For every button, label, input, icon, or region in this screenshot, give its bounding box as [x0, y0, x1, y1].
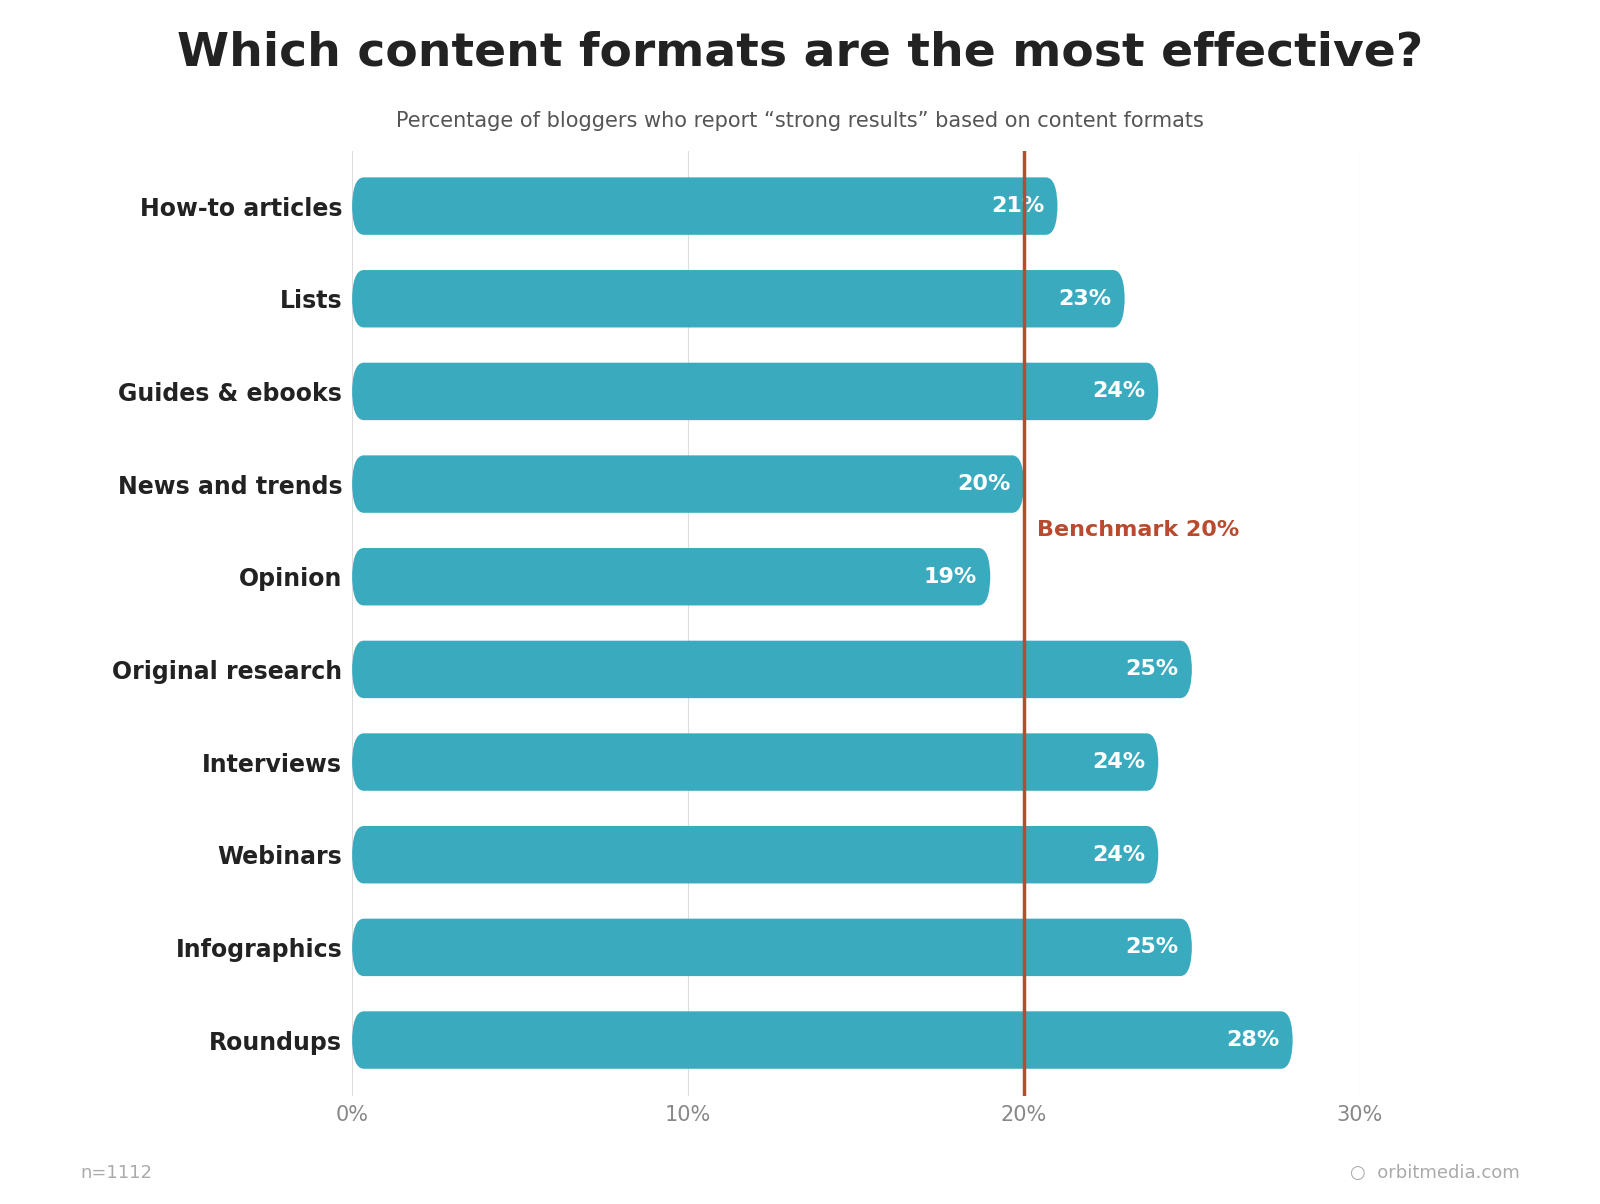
FancyBboxPatch shape — [352, 641, 1192, 698]
FancyBboxPatch shape — [352, 733, 1158, 791]
Text: Percentage of bloggers who report “strong results” based on content formats: Percentage of bloggers who report “stron… — [397, 111, 1203, 131]
Text: 24%: 24% — [1091, 382, 1146, 401]
Text: 28%: 28% — [1226, 1031, 1280, 1050]
FancyBboxPatch shape — [352, 826, 1158, 884]
Text: 23%: 23% — [1058, 289, 1112, 308]
FancyBboxPatch shape — [352, 455, 1024, 513]
FancyBboxPatch shape — [352, 1011, 1293, 1069]
Text: n=1112: n=1112 — [80, 1164, 152, 1182]
FancyBboxPatch shape — [352, 177, 1058, 235]
FancyBboxPatch shape — [352, 362, 1158, 420]
Text: ○  orbitmedia.com: ○ orbitmedia.com — [1350, 1164, 1520, 1182]
Text: 19%: 19% — [923, 567, 978, 586]
Text: 21%: 21% — [990, 196, 1045, 216]
Text: Which content formats are the most effective?: Which content formats are the most effec… — [178, 30, 1422, 75]
FancyBboxPatch shape — [352, 548, 990, 606]
FancyBboxPatch shape — [352, 919, 1192, 976]
Text: 24%: 24% — [1091, 845, 1146, 864]
Text: 25%: 25% — [1125, 660, 1179, 679]
Text: 20%: 20% — [957, 474, 1011, 494]
Text: 25%: 25% — [1125, 938, 1179, 957]
Text: 24%: 24% — [1091, 752, 1146, 772]
FancyBboxPatch shape — [352, 270, 1125, 327]
Text: Benchmark 20%: Benchmark 20% — [1037, 520, 1240, 541]
